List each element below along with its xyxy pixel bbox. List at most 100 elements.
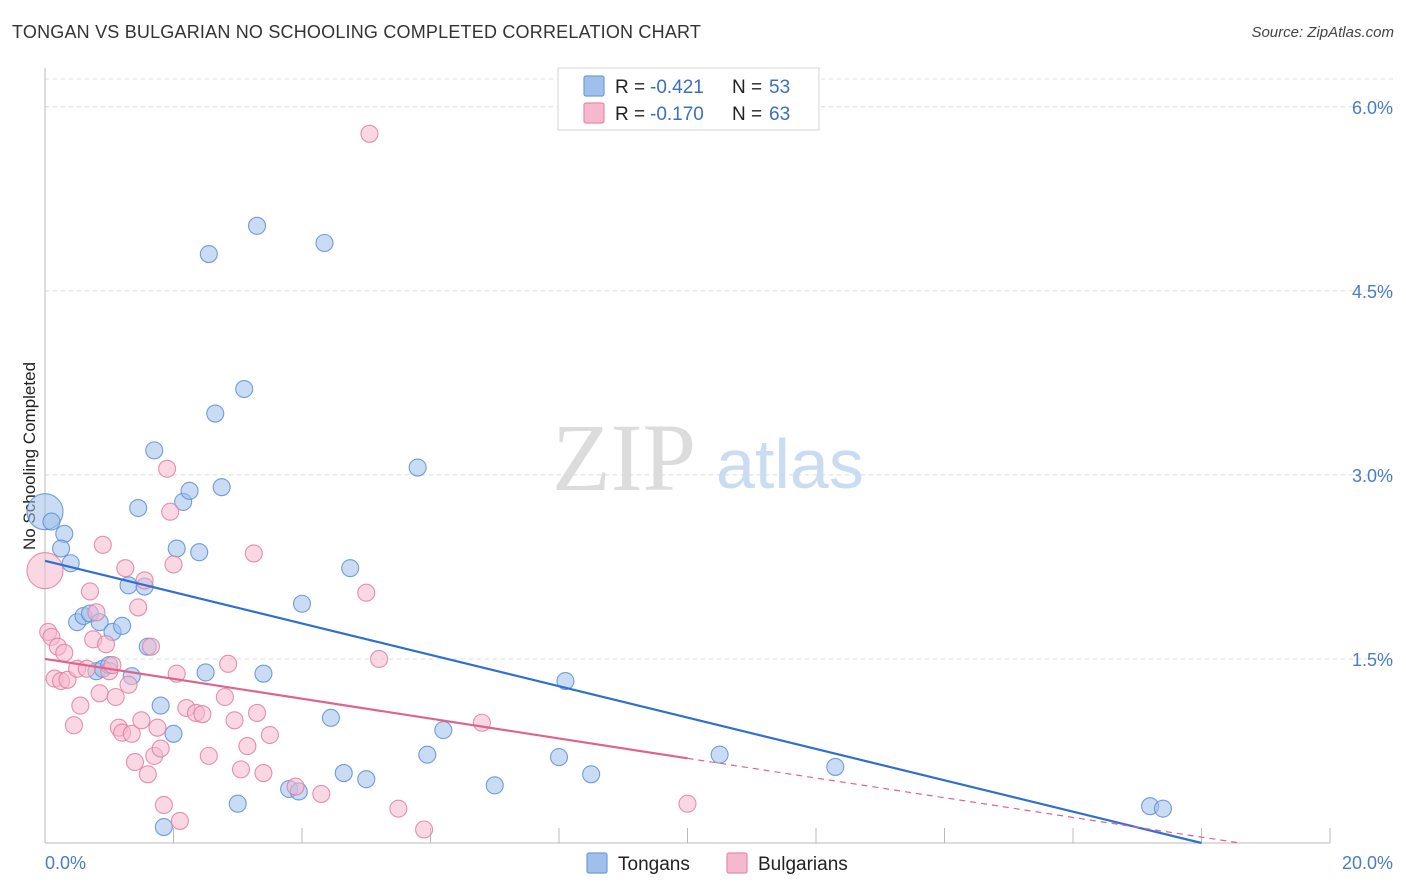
stats-legend-r-label-bulgarians: R = [615,104,645,125]
point-bulgarians [87,603,106,622]
point-bulgarians [55,643,74,662]
trend-line-extension-bulgarians [687,757,1241,844]
point-bulgarians [286,777,305,796]
point-tongans [52,539,71,558]
point-tongans [434,721,453,740]
point-tongans [315,233,334,253]
point-bulgarians [415,820,434,839]
point-tongans [582,765,601,784]
point-bulgarians [215,687,234,707]
point-bulgarians [219,654,238,673]
point-tongans [129,498,148,518]
point-tongans [180,481,199,500]
tick-labels: 1.5% 3.0% 4.5% 6.0% 0.0% 20.0% [45,98,1393,873]
point-bulgarians [71,696,90,715]
point-bulgarians [129,598,148,617]
stats-legend-r-value-tongans: -0.421 [650,77,704,98]
point-bulgarians [154,795,173,815]
point-bulgarians [238,737,257,756]
point-bulgarians [106,687,125,707]
point-bulgarians [247,703,267,722]
y-tick-label: 1.5% [1352,650,1393,670]
point-bulgarians [389,799,408,818]
point-tongans [228,794,247,813]
point-bulgarians [244,544,263,563]
series-legend: Tongans Bulgarians [586,852,848,875]
point-tongans [321,708,340,727]
point-bulgarians [472,713,491,732]
point-tongans [710,745,729,764]
point-tongans [334,764,353,783]
point-bulgarians [370,649,389,669]
point-bulgarians [254,764,273,783]
point-tongans [42,512,61,531]
chart-title: TONGAN VS BULGARIAN NO SCHOOLING COMPLET… [12,22,702,42]
point-tongans [341,559,360,578]
stats-legend-r-label-tongans: R = [615,77,645,98]
stats-legend-n-label-tongans: N = [732,77,762,98]
point-bulgarians [678,794,697,813]
point-bulgarians [312,784,331,803]
point-tongans [549,748,569,767]
point-bulgarians [231,760,251,779]
point-tongans [826,757,845,776]
point-tongans [357,770,376,789]
point-bulgarians [158,459,177,478]
point-bulgarians [119,675,138,694]
legend-swatch-bulgarians [726,852,748,874]
point-tongans [418,745,437,764]
point-tongans [408,458,427,477]
point-tongans [167,539,186,558]
point-bulgarians [164,555,183,574]
point-tongans [247,216,267,235]
trend-line-tongans [44,559,1202,845]
point-tongans [55,524,74,543]
point-tongans [235,379,254,399]
stats-legend-n-label-bulgarians: N = [732,104,762,125]
point-bulgarians [80,582,100,601]
point-bulgarians [138,765,157,784]
point-tongans [254,664,273,683]
point-bulgarians [260,725,279,745]
point-bulgarians [96,635,116,654]
stats-legend-swatch-bulgarians [583,102,605,124]
point-bulgarians [161,502,180,521]
point-bulgarians [148,718,167,737]
point-bulgarians [93,535,112,554]
point-bulgarians [199,746,218,765]
point-bulgarians [225,711,244,730]
x-tick-label: 0.0% [45,853,86,873]
point-tongans [199,244,218,264]
point-tongans [145,441,164,460]
point-bulgarians [77,659,96,678]
trend-lines [44,559,1241,845]
point-bulgarians [116,559,135,578]
point-tongans [196,663,215,682]
point-bulgarians [357,583,376,602]
point-bulgarians [193,705,212,724]
y-tick-label: 3.0% [1352,466,1393,486]
point-tongans [190,543,209,562]
point-bulgarians [90,684,109,703]
point-tongans [212,478,231,497]
point-bulgarians [122,724,141,743]
point-bulgarians [125,752,144,772]
legend-swatch-tongans [586,852,608,874]
point-tongans [485,776,504,795]
point-tongans [154,817,173,837]
trend-line-bulgarians [44,657,688,760]
stats-legend: R = -0.421 N = 53 R = -0.170 N = 63 [557,67,820,131]
stats-legend-swatch-tongans [583,75,605,97]
point-bulgarians [360,124,379,143]
x-tick-label: 20.0% [1342,853,1393,873]
point-tongans [1153,799,1172,818]
legend-label-bulgarians: Bulgarians [758,854,848,875]
point-tongans [113,616,132,635]
stats-legend-n-value-tongans: 53 [769,77,790,98]
point-bulgarians [26,552,64,590]
point-tongans [556,671,575,691]
data-points [26,124,1172,839]
point-bulgarians [64,716,83,735]
watermark: ZIP atlas [552,404,864,511]
legend-label-tongans: Tongans [618,854,690,875]
